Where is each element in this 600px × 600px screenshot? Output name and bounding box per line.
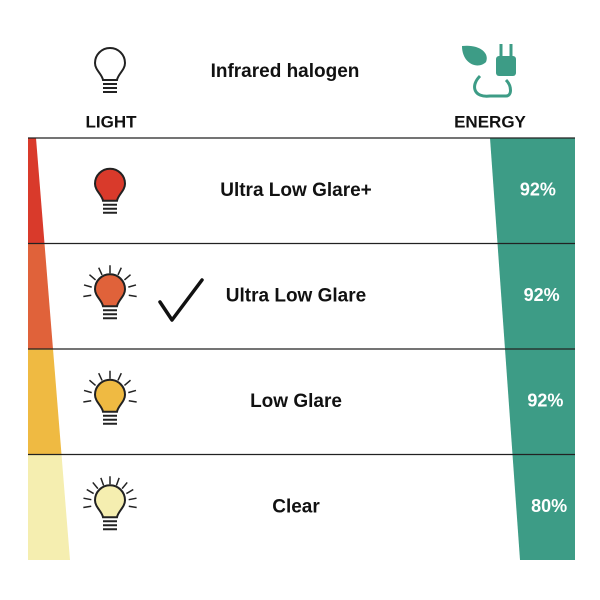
glare-wedge [28,138,45,244]
bulb-ray [121,481,128,490]
checkmark [158,278,204,322]
energy-band [497,243,575,349]
cord [473,74,512,98]
bulb-ray [128,399,137,403]
bulb-ray [98,267,103,276]
energy-value: 92% [527,391,563,411]
bulb-ray [128,389,137,394]
energy-value: 92% [524,285,560,305]
bulb-ray [115,477,120,486]
row-label: Ultra Low Glare [226,285,366,306]
bulb-ray [83,389,92,394]
bulb-ray [83,505,92,509]
bulb-ray [125,488,134,495]
bulb-ray [83,399,92,403]
energy-value: 80% [531,496,567,516]
bulb-ray [98,372,103,381]
glare-wedge [28,454,70,560]
bulb-ray [117,267,122,276]
leaf [462,45,487,66]
bulb-ray [123,274,132,281]
bulb-glass [93,167,127,202]
energy-band [490,138,575,244]
bulb-glass [93,47,127,81]
energy-band [505,349,575,455]
bulb-ray [86,488,95,495]
light-label: LIGHT [86,112,138,131]
bulb-ray [128,497,137,501]
energy-band [512,454,575,560]
glare-wedge [28,349,62,455]
bulb-ray [123,379,132,386]
bulb-icon [83,265,137,320]
row-label: Low Glare [250,391,342,412]
energy-icon [462,44,516,98]
bulb-icon [93,47,127,93]
bulb-ray [128,294,137,298]
bulb-glass [93,378,127,413]
bulb-ray [117,372,122,381]
bulb-glass [93,273,127,308]
bulb-ray [100,477,105,486]
energy-value: 92% [520,180,556,200]
bulb-icon [83,370,137,425]
bulb-ray [128,505,137,509]
bulb-glass [93,484,127,519]
title: Infrared halogen [211,61,360,82]
bulb-ray [83,284,92,288]
plug [496,56,516,76]
row-label: Clear [272,496,320,517]
glare-wedge [28,243,53,349]
bulb-ray [88,274,97,281]
bulb-ray [92,481,99,490]
energy-label: ENERGY [454,112,526,131]
bulb-ray [83,294,92,298]
bulb-icon [83,476,137,531]
bulb-ray [83,497,92,501]
bulb-icon [93,167,127,214]
bulb-ray [88,379,97,386]
bulb-ray [128,284,137,288]
row-label: Ultra Low Glare+ [220,180,372,201]
